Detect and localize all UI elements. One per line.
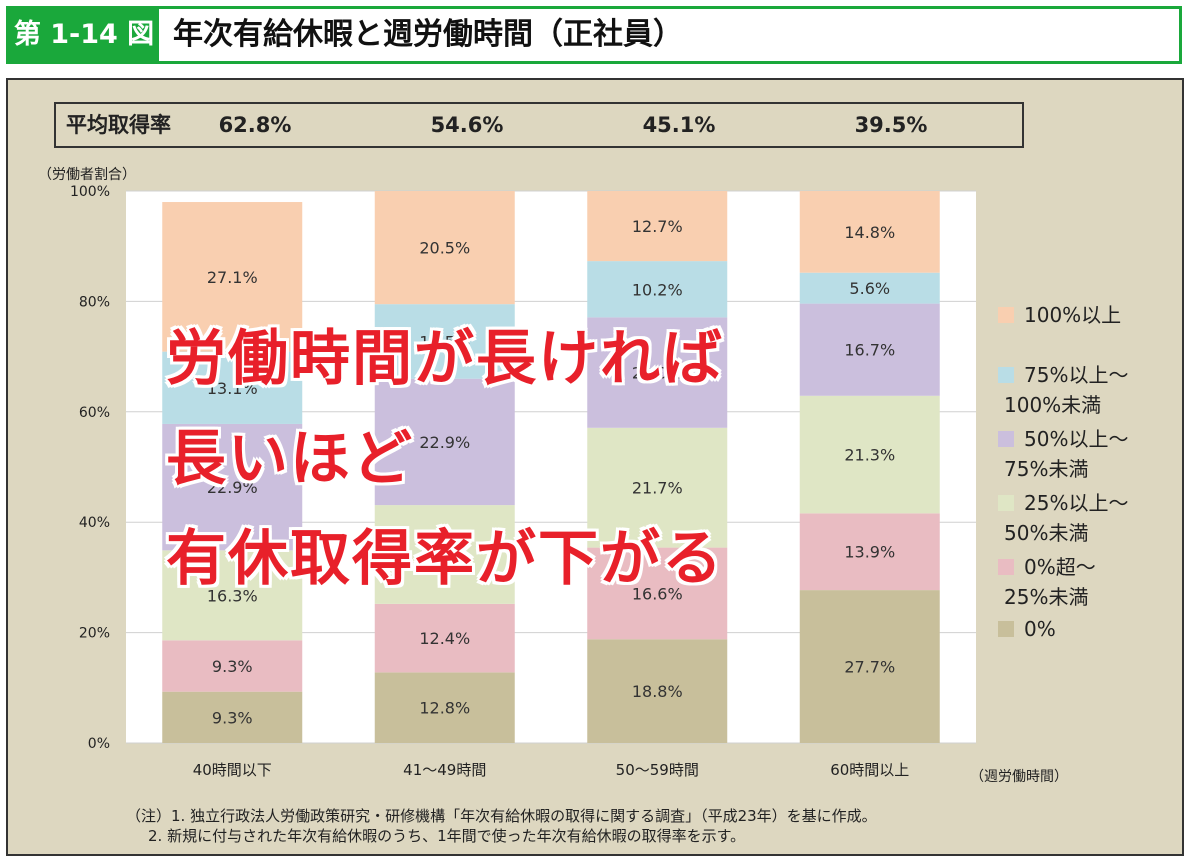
average-rate-label: 平均取得率 [66,113,171,137]
bar-segment [162,550,303,641]
legend-label: 50%未満 [1004,521,1089,545]
data-label: 27.1% [207,268,258,287]
chart-panel: 平均取得率 62.8% 54.6% 45.1% 39.5% （労働者割合） （週… [6,78,1184,856]
data-label: 12.4% [419,629,470,648]
bar-segment [587,427,728,548]
data-label: 9.3% [212,657,253,676]
bar-segment [587,261,728,318]
bar-segment [799,191,940,273]
data-label: 9.3% [212,708,253,727]
legend-swatch [998,367,1014,383]
legend-swatch [998,559,1014,575]
data-label: 12.8% [419,699,470,718]
y-axis-label: （労働者割合） [38,167,136,183]
data-label: 13.5% [419,332,470,351]
data-label: 21.7% [632,479,683,498]
bar-segment [162,423,303,551]
stacked-bar-chart: 0% 20% 40% 60% 80% 100% 9.3% 9.3% 16.3% 22.9% 13.1… [70,184,976,779]
y-tick-label: 40% [79,515,110,531]
x-tick-label: 60時間以上 [830,761,909,779]
legend-swatch [998,431,1014,447]
x-tick-label: 41～49時間 [403,761,486,779]
bar-segment [587,317,728,428]
legend-label: 75%未満 [1004,457,1089,481]
data-label: 22.9% [419,433,470,452]
average-rate-value: 62.8% [218,113,292,137]
y-tick-label: 80% [79,294,110,310]
data-label: 13.1% [207,379,258,398]
data-label: 16.6% [632,584,683,603]
legend-label: 0%超～ [1024,555,1096,579]
data-label: 13.9% [844,543,895,562]
bar-segment [162,351,303,424]
x-axis-label: （週労働時間） [970,769,1068,785]
figure-number: 第 1-14 図 [9,9,159,61]
bar-segment [587,547,728,640]
note-2: 2. 新規に付与された年次有給休暇のうち、1年間で使った年次有給休暇の取得率を示… [148,827,746,845]
data-label: 17.9% [419,545,470,564]
data-label: 21.3% [844,446,895,465]
average-rate-value: 39.5% [854,113,928,137]
y-tick-label: 20% [79,626,110,642]
bar-segment [162,640,303,692]
legend-label: 25%未満 [1004,585,1089,609]
average-rate-row: 平均取得率 62.8% 54.6% 45.1% 39.5% [54,102,1024,148]
y-tick-label: 60% [79,405,110,421]
legend-label: 25%以上～ [1024,491,1129,515]
data-label: 27.7% [844,658,895,677]
legend-label: 75%以上～ [1024,363,1129,387]
data-label: 20.0% [632,364,683,383]
data-label: 10.2% [632,280,683,299]
bar-segment [587,639,728,743]
bar-segment [374,378,515,506]
legend-label: 100%以上 [1024,303,1122,327]
bar-segment [374,304,515,379]
notes: （注）1. 独立行政法人労働政策研究・研修機構「年次有給休暇の取得に関する調査」… [126,806,877,846]
legend-label: 100%未満 [1004,393,1102,417]
x-tick-label: 40時間以下 [193,761,272,779]
bar-segment [799,395,940,514]
bar-segment [374,191,515,305]
legend-swatch [998,495,1014,511]
bar-segment [374,672,515,743]
bar-segment [162,202,303,352]
legend-label: 0% [1024,617,1056,641]
note-1: （注）1. 独立行政法人労働政策研究・研修機構「年次有給休暇の取得に関する調査」… [126,807,877,825]
bar-segment [374,505,515,604]
figure-title-bar: 第 1-14 図 年次有給休暇と週労働時間（正社員） [6,6,1182,64]
data-label: 18.8% [632,682,683,701]
data-label: 20.5% [419,239,470,258]
y-tick-label: 0% [88,736,110,752]
legend-label: 50%以上～ [1024,427,1129,451]
average-rate-value: 45.1% [642,113,716,137]
bar-segment [162,691,303,743]
legend-swatch [998,621,1014,637]
bar-segment [374,603,515,673]
data-label: 16.3% [207,586,258,605]
average-rate-value: 54.6% [430,113,504,137]
bar-segment [799,590,940,743]
bar-segment [799,272,940,304]
bar-segment [799,513,940,591]
legend-swatch [998,307,1014,323]
data-label: 22.9% [207,478,258,497]
data-label: 16.7% [844,341,895,360]
figure-title: 年次有給休暇と週労働時間（正社員） [173,17,683,52]
data-label: 12.7% [632,217,683,236]
x-tick-label: 50～59時間 [616,761,699,779]
bar-segment [799,303,940,396]
bar-segment [587,191,728,262]
data-label: 14.8% [844,223,895,242]
y-tick-label: 100% [70,184,110,200]
data-label: 5.6% [849,279,890,298]
